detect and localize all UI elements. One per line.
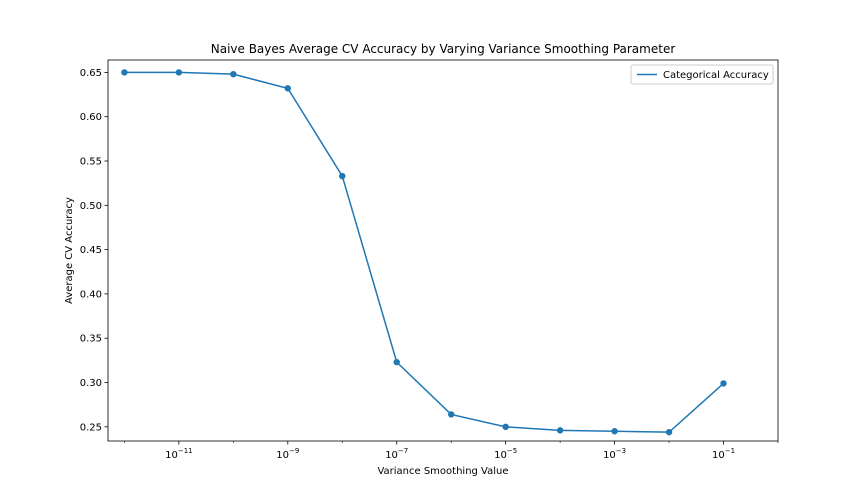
data-point: [447, 411, 455, 418]
data-point: [502, 423, 509, 431]
data-point: [393, 358, 400, 366]
x-tick-label: 10−9: [276, 447, 299, 461]
y-tick-label: 0.50: [80, 201, 102, 212]
chart-title: Naive Bayes Average CV Accuracy by Varyi…: [211, 42, 676, 56]
legend-label: Categorical Accuracy: [663, 70, 769, 81]
legend: Categorical Accuracy: [630, 64, 774, 85]
series-line: [124, 71, 725, 433]
data-point: [339, 172, 346, 180]
x-tick-label: 10−11: [165, 447, 193, 461]
x-tick-label: 10−5: [494, 447, 517, 461]
y-tick-label: 0.65: [80, 68, 102, 79]
data-point: [611, 428, 618, 435]
x-tick-label: 10−7: [385, 447, 408, 461]
data-point: [665, 428, 673, 436]
data-point: [556, 427, 564, 434]
y-axis-label: Average CV Accuracy: [64, 197, 75, 304]
y-tick-label: 0.40: [80, 289, 102, 300]
x-tick-label: 10−3: [603, 447, 626, 461]
y-tick-label: 0.60: [80, 112, 102, 123]
data-point: [230, 70, 237, 78]
data-point: [175, 69, 183, 76]
y-tick-label: 0.30: [80, 378, 102, 389]
y-tick-label: 0.25: [80, 422, 102, 433]
plot-area: 0.25 0.30 0.35 0.40 0.45 0.50 0.55 0.60 0.65 10−1…: [80, 59, 779, 461]
axes-frame: [107, 59, 779, 442]
data-point: [284, 85, 291, 92]
data-point: [121, 69, 128, 76]
data-point: [720, 380, 727, 387]
x-tick-label: 10−1: [712, 447, 735, 461]
y-tick-label: 0.35: [80, 334, 102, 345]
y-tick-label: 0.55: [80, 157, 102, 168]
y-tick-label: 0.45: [80, 245, 102, 256]
legend-box: [630, 64, 774, 85]
x-axis-label: Variance Smoothing Value: [377, 466, 508, 477]
